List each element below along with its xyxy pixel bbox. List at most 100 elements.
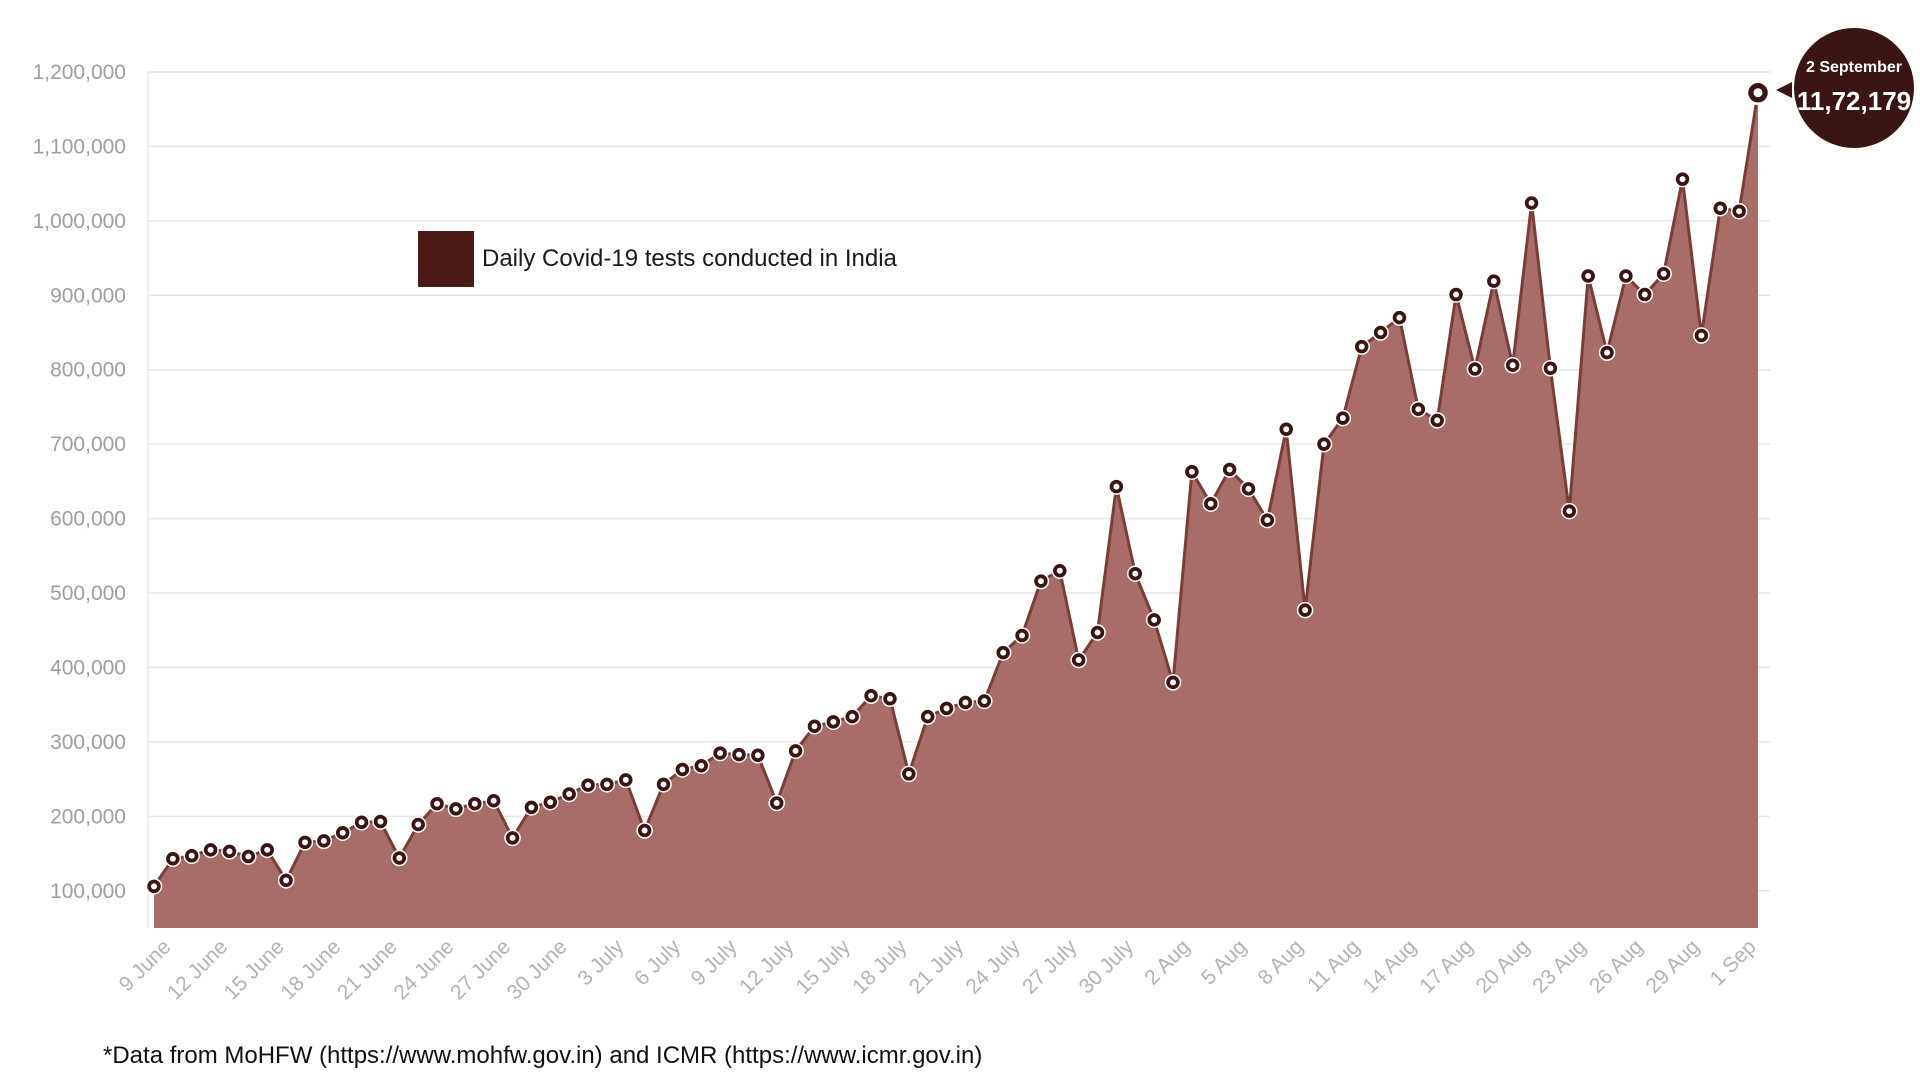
y-tick-label: 300,000 [50,731,126,754]
data-point [1315,435,1333,453]
x-tick-label: 21 July [905,935,969,999]
data-point [711,744,729,762]
x-tick-label: 15 June [220,935,289,1004]
x-tick-label: 14 Aug [1358,935,1421,998]
data-point [560,785,578,803]
y-tick-label: 800,000 [50,359,126,382]
x-tick-label: 27 June [446,935,515,1004]
data-point [692,757,710,774]
y-tick-label: 700,000 [50,433,126,456]
x-tick-label: 6 July [630,935,685,990]
data-point [881,690,899,707]
y-tick-label: 500,000 [50,582,126,605]
data-point [183,847,200,865]
data-point [1277,421,1295,438]
data-point [447,800,465,818]
data-point [1296,601,1314,619]
data-points [145,80,1771,895]
data-point [542,793,559,811]
x-tick-label: 18 June [276,935,345,1004]
data-point [994,644,1012,661]
data-point [1636,286,1654,303]
data-point [806,718,823,735]
data-point [1164,674,1182,691]
data-point [1070,651,1087,669]
callout-pointer [1776,82,1792,98]
data-point [825,713,842,731]
x-tick-label: 30 July [1075,935,1139,999]
data-point [1089,624,1106,641]
x-tick-label: 24 June [389,935,458,1004]
data-point [1655,265,1672,282]
data-point [1202,495,1220,512]
x-tick-label: 18 July [848,935,912,999]
data-point [202,841,219,859]
data-point [1504,357,1521,374]
data-point [1542,360,1559,377]
last-value-callout: 2 September 11,72,179 [1776,28,1914,148]
x-tick-label: 8 Aug [1254,935,1308,989]
y-tick-label: 400,000 [50,656,126,679]
data-point [957,694,974,711]
x-tick-label: 17 Aug [1415,935,1478,998]
data-point [1447,286,1465,303]
data-point [655,776,672,793]
data-point [768,794,785,812]
data-point [1674,170,1691,188]
y-tick-label: 900,000 [50,284,126,307]
data-point [240,848,257,865]
data-point [1183,463,1201,480]
data-point [636,822,653,839]
callout-bubble [1794,28,1914,148]
legend-label: Daily Covid-19 tests conducted in India [482,245,898,272]
data-point [1127,565,1144,582]
data-point [258,841,276,859]
data-point [749,747,767,764]
data-point [1523,194,1540,212]
data-point [1391,309,1408,326]
data-point [1428,412,1446,429]
data-point [409,816,427,833]
data-point [428,795,446,812]
data-point [1334,409,1352,427]
data-point [1240,480,1257,498]
footnote: *Data from MoHFW (https://www.mohfw.gov.… [103,1042,982,1069]
data-point [843,708,861,725]
data-point [372,813,389,830]
data-point [1259,511,1276,529]
data-point [466,795,484,812]
data-point [1108,478,1125,495]
x-tick-label: 3 July [573,935,628,990]
data-point [938,700,955,717]
y-tick-label: 600,000 [50,508,126,531]
callout-date: 2 September [1806,59,1902,76]
x-tick-label: 30 June [503,935,572,1004]
data-point [1598,344,1616,361]
data-point [315,832,333,850]
x-tick-label: 12 July [735,935,799,999]
x-tick-label: 29 Aug [1642,935,1705,998]
y-tick-label: 200,000 [50,805,126,828]
data-point [296,834,314,851]
data-point [504,829,521,847]
data-point [919,708,936,725]
data-point [1730,202,1748,220]
data-point [1221,461,1238,478]
data-point [579,776,597,794]
data-point [1579,267,1597,285]
data-point [353,814,370,831]
y-tick-label: 100,000 [50,880,126,903]
data-point [1051,562,1069,579]
x-tick-label: 12 June [163,935,232,1004]
gridlines [147,71,1770,928]
data-point [334,824,351,841]
data-point [145,878,163,895]
data-point [787,742,804,760]
data-point [1353,338,1370,355]
data-point [277,872,295,889]
y-tick-label: 1,100,000 [33,135,126,158]
area-fill [154,92,1758,928]
data-point [221,843,238,860]
x-tick-label: 15 July [792,935,856,999]
